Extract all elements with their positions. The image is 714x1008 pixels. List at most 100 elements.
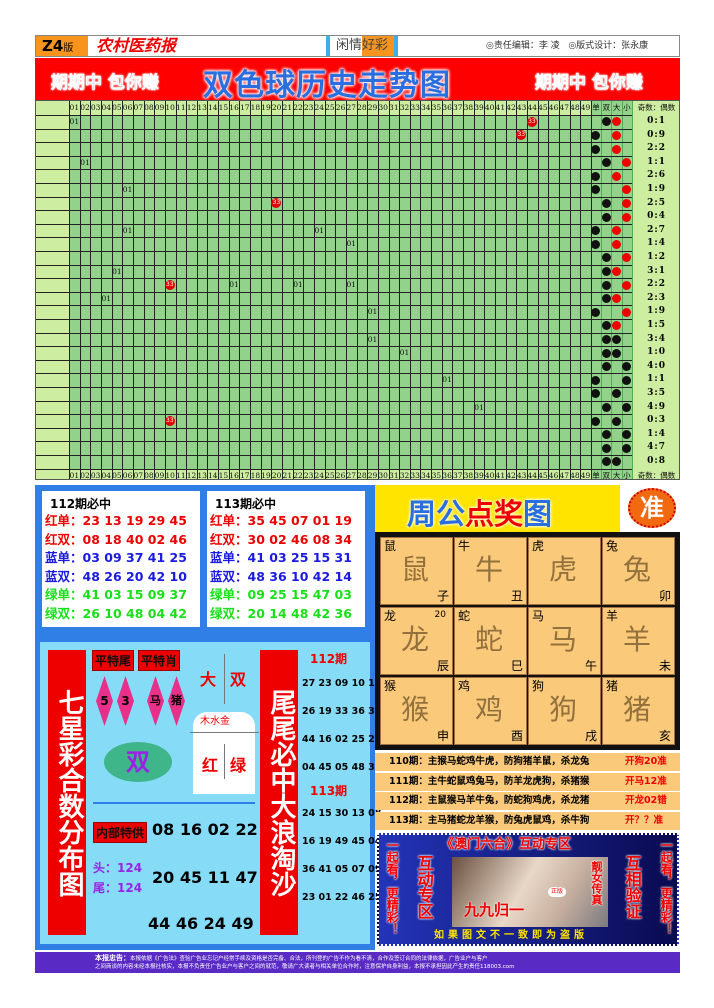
grid-line — [207, 101, 209, 479]
zodiac-name: 蛇 — [458, 609, 471, 623]
column-header: 27 — [346, 470, 356, 480]
column-header: 大 — [612, 103, 621, 112]
odd-dot — [591, 389, 601, 399]
pick-numbers: 48 36 10 42 14 — [247, 568, 352, 584]
column-header: 36 — [442, 103, 452, 112]
elements-label: 木水金 — [200, 716, 230, 728]
pick-line: 蓝单：41 03 25 15 31 — [210, 549, 365, 568]
grid-line — [164, 101, 166, 479]
column-header: 小 — [623, 470, 631, 480]
num-row: 44 16 02 25 21 — [302, 734, 382, 745]
column-header: 42 — [506, 470, 516, 480]
editor: ◎责任编辑：李 凌 — [486, 41, 560, 51]
zodiac-name: 兔 — [606, 539, 619, 553]
ad-warning: 如果图文不一致即为盗版 — [434, 930, 588, 941]
red-ball: 33 — [526, 116, 537, 127]
even-dot — [601, 334, 611, 344]
notice-line: 之间商谈的内容未经本报社核实，本报不负责任广告业户与客户之间的就范，敬请广大读者… — [95, 964, 515, 970]
picks-113: 113期必中 红单：35 45 07 01 19 红双：30 02 46 08 34… — [207, 491, 365, 627]
prediction-result: 开马12准 — [625, 775, 667, 787]
footer-row-bg — [69, 468, 591, 479]
pick-label: 蓝单： — [210, 550, 248, 565]
title-banner: 期期中 包你赚 双色球历史走势图 期期中 包你赚 — [35, 58, 680, 103]
column-header: 13 — [197, 470, 207, 480]
number-mark: 01 — [442, 375, 452, 385]
pick-title: 112期必中 — [50, 497, 112, 511]
column-header: 双 — [602, 470, 611, 480]
zodiac-cell: 兔兔卯 — [602, 537, 675, 605]
grid-line — [36, 373, 633, 375]
column-header: 11 — [176, 103, 186, 112]
odd-dot — [591, 226, 601, 236]
ad-brand: 九九归一 — [464, 901, 525, 919]
title-part: 周公 — [407, 497, 466, 531]
column-header: 16 — [229, 470, 239, 480]
column-header: 25 — [325, 103, 335, 112]
grid-line — [36, 400, 633, 402]
prediction-text: 110期：主猴马蛇鸡牛虎，防狗猪羊鼠，杀龙兔 — [389, 756, 590, 767]
qixing-title: 七星彩合数分布图 — [48, 650, 86, 935]
designer: ◎版式设计：张永康 — [568, 41, 649, 51]
even-dot — [601, 294, 611, 304]
column-header: 18 — [250, 103, 261, 112]
grid-line — [36, 237, 633, 239]
title-part: 图 — [523, 497, 553, 531]
grid-line — [313, 101, 315, 479]
grid-line — [335, 101, 337, 479]
zodiac-branch: 丑 — [510, 589, 523, 603]
paper-name: 农村医药报 — [96, 36, 177, 55]
grid-line — [569, 101, 571, 479]
zodiac-branch: 亥 — [658, 729, 671, 743]
big-dot — [612, 389, 622, 399]
grid-line — [175, 101, 177, 479]
number-mark: 01 — [122, 185, 133, 194]
zodiac-name: 牛 — [458, 539, 471, 553]
notice-label: 本报忠告： — [95, 954, 130, 962]
column-header: 37 — [452, 103, 463, 112]
grid-line — [271, 101, 273, 479]
prediction-result: 开龙02错 — [625, 795, 667, 806]
column-header: 08 — [144, 103, 154, 112]
zodiac-cell: 鸡鸡酉 — [454, 677, 527, 745]
pick-numbers: 08 18 40 02 46 — [82, 531, 187, 547]
column-header: 26 — [335, 103, 346, 112]
column-header: 单 — [592, 470, 600, 480]
green-label: 绿 — [230, 756, 247, 775]
column-header: 09 — [154, 470, 165, 480]
pick-line: 红单：35 45 07 01 19 — [210, 512, 365, 531]
ratio-value: 4:7 — [647, 442, 666, 453]
pick-line: 蓝单：03 09 37 41 25 — [45, 549, 200, 568]
label-column — [36, 101, 69, 479]
ratio-value: 1:0 — [647, 347, 666, 358]
zodiac-cell: 马马午 — [528, 607, 601, 675]
pick-numbers: 20 14 48 42 36 — [247, 605, 352, 621]
grid-line — [79, 101, 81, 479]
prediction-text: 113期：主马猪蛇龙羊猴，防兔虎鼠鸡，杀牛狗 — [389, 814, 590, 826]
column-header: 46 — [548, 103, 559, 112]
big-dot — [612, 130, 622, 140]
ratio-value: 2:2 — [647, 143, 666, 154]
column-header: 20 — [271, 470, 282, 480]
zodiac-branch: 未 — [658, 659, 671, 673]
grid-line — [36, 387, 633, 388]
grid-line — [463, 101, 465, 479]
zodiac-branch: 卯 — [658, 589, 671, 603]
ad-banner[interactable]: 《澳门六合》互动专区 一起看，更精彩！ 互动专区 靓女传真 九九归一 正版 互相… — [377, 833, 679, 946]
column-header: 30 — [378, 103, 388, 112]
period-113: 113期 — [310, 784, 348, 798]
zodiac-branch: 戌 — [584, 729, 597, 743]
grid-line — [409, 101, 411, 479]
grid-line — [611, 101, 613, 479]
column-header: 48 — [570, 470, 580, 480]
column-header: 27 — [346, 103, 356, 112]
zodiac-name: 鸡 — [458, 679, 471, 693]
column-header: 38 — [463, 470, 474, 480]
column-header: 小 — [623, 103, 631, 112]
grid-line — [260, 101, 262, 479]
zodiac-name: 马 — [532, 609, 545, 623]
zodiac-number: 20 — [434, 610, 446, 620]
odd-dot — [591, 375, 601, 385]
zodiac-cell: 猴猴申 — [380, 677, 453, 745]
grid-line — [122, 101, 124, 479]
even-dot — [601, 266, 611, 276]
